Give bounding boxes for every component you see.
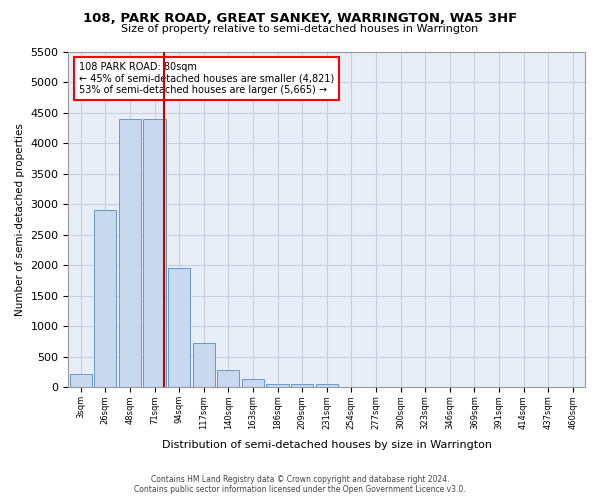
Bar — [242, 380, 264, 388]
Text: 108, PARK ROAD, GREAT SANKEY, WARRINGTON, WA5 3HF: 108, PARK ROAD, GREAT SANKEY, WARRINGTON… — [83, 12, 517, 26]
Bar — [316, 384, 338, 388]
X-axis label: Distribution of semi-detached houses by size in Warrington: Distribution of semi-detached houses by … — [162, 440, 492, 450]
Bar — [143, 118, 166, 388]
Bar — [119, 118, 141, 388]
Text: Contains HM Land Registry data © Crown copyright and database right 2024.
Contai: Contains HM Land Registry data © Crown c… — [134, 474, 466, 494]
Bar — [70, 374, 92, 388]
Bar — [217, 370, 239, 388]
Bar — [168, 268, 190, 388]
Y-axis label: Number of semi-detached properties: Number of semi-detached properties — [15, 123, 25, 316]
Text: Size of property relative to semi-detached houses in Warrington: Size of property relative to semi-detach… — [121, 24, 479, 34]
Text: 108 PARK ROAD: 80sqm
← 45% of semi-detached houses are smaller (4,821)
53% of se: 108 PARK ROAD: 80sqm ← 45% of semi-detac… — [79, 62, 334, 95]
Bar — [266, 384, 289, 388]
Bar — [94, 210, 116, 388]
Bar — [193, 343, 215, 388]
Bar — [291, 384, 313, 388]
